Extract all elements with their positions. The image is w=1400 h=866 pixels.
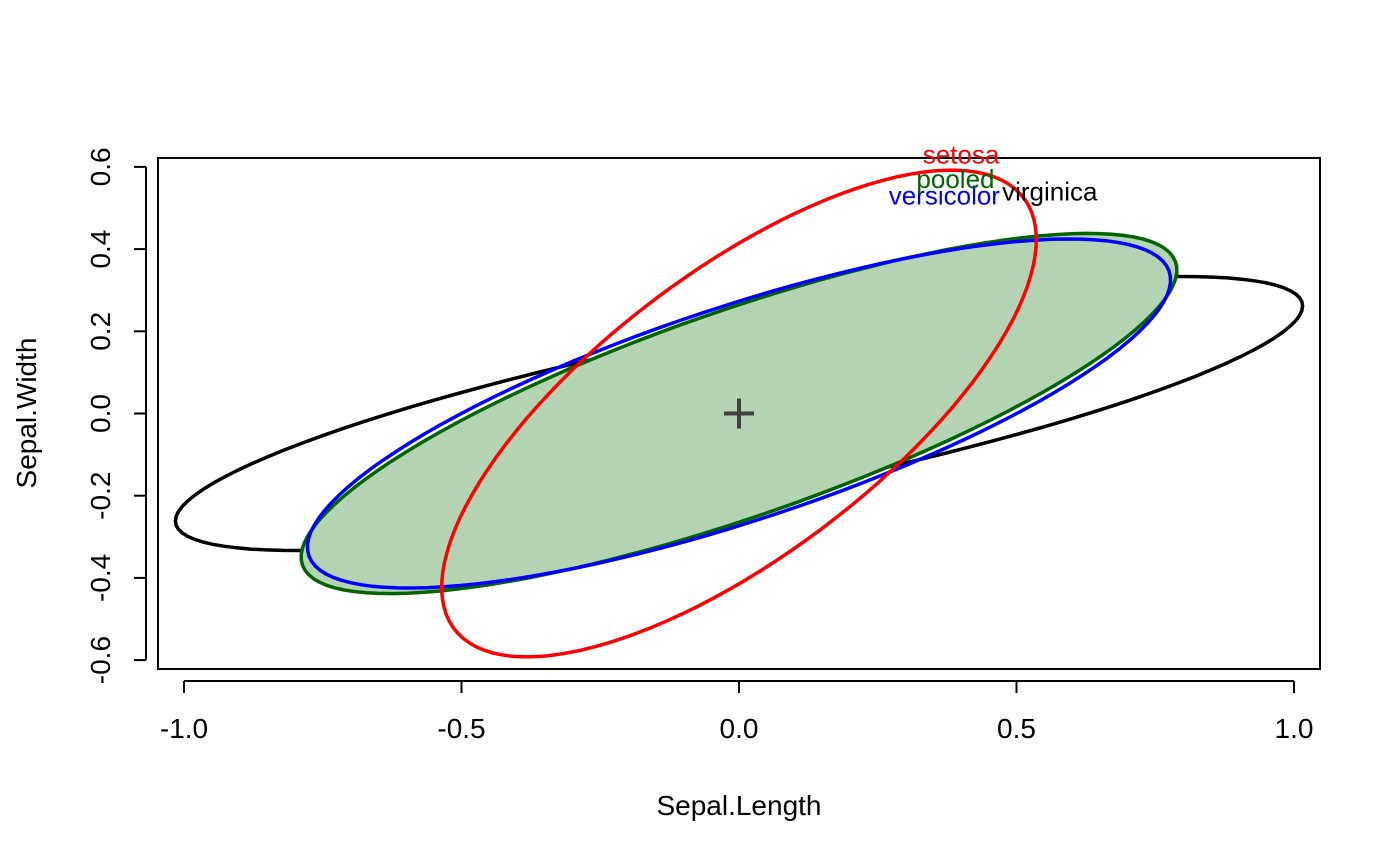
- x-axis: -1.0 -0.5 0.0 0.5 1.0: [160, 680, 1314, 744]
- label-virginica: virginica: [1002, 177, 1098, 207]
- y-axis-label: Sepal.Width: [11, 338, 42, 489]
- y-tick-label: -0.2: [85, 472, 116, 520]
- ellipse-versicolor: [305, 237, 1173, 590]
- x-tick-label: -0.5: [437, 713, 485, 744]
- y-tick-label: 0.2: [85, 312, 116, 351]
- label-versicolor: versicolor: [889, 181, 1001, 211]
- x-tick-label: 0.0: [720, 713, 759, 744]
- y-tick-label: -0.6: [85, 636, 116, 684]
- plot-frame: [157, 157, 1321, 670]
- x-axis-label: Sepal.Length: [656, 790, 821, 821]
- ellipse-setosa: [439, 168, 1039, 659]
- center-marker: [724, 398, 754, 429]
- label-pooled: pooled: [916, 164, 994, 194]
- x-tick-label: -1.0: [160, 713, 208, 744]
- y-tick-label: 0.4: [85, 230, 116, 269]
- y-tick-label: 0.0: [85, 394, 116, 433]
- x-tick-label: 1.0: [1275, 713, 1314, 744]
- y-tick-label: 0.6: [85, 147, 116, 186]
- x-tick-label: 0.5: [997, 713, 1036, 744]
- label-setosa: setosa: [923, 140, 1000, 170]
- y-tick-label: -0.4: [85, 554, 116, 602]
- y-axis: -0.6 -0.4 -0.2 0.0 0.2 0.4 0.6: [85, 147, 147, 684]
- ellipse-label-layer: setosa versicolor virginica pooled: [889, 140, 1098, 211]
